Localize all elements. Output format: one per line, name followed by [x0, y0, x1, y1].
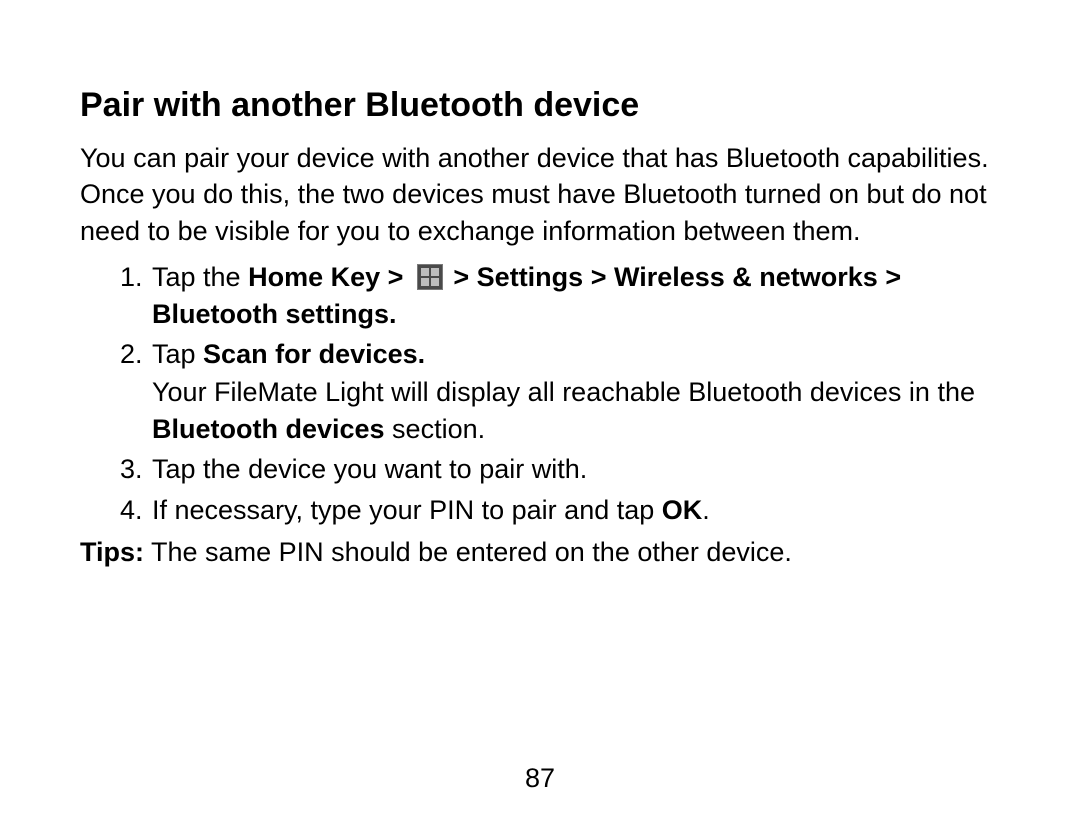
step-2-subtext: Your FileMate Light will display all rea…: [152, 374, 1005, 447]
step-4: If necessary, type your PIN to pair and …: [150, 492, 1005, 528]
step-4-bold: OK: [662, 495, 703, 525]
step-4-a: If necessary, type your PIN to pair and …: [152, 495, 662, 525]
tips-text: The same PIN should be entered on the ot…: [144, 537, 792, 567]
tips-line: Tips: The same PIN should be entered on …: [80, 534, 1005, 570]
intro-paragraph: You can pair your device with another de…: [80, 140, 1005, 249]
step-2-sub-c: section.: [385, 414, 486, 444]
manual-page: Pair with another Bluetooth device You c…: [0, 0, 1080, 822]
step-2-sub-a: Your FileMate Light will display all rea…: [152, 377, 975, 407]
step-2-sub-bold: Bluetooth devices: [152, 414, 385, 444]
step-1-prefix: Tap the: [152, 262, 248, 292]
step-1: Tap the Home Key > > Settings > Wireless…: [150, 259, 1005, 332]
apps-grid-icon: [417, 263, 443, 289]
step-2: Tap Scan for devices. Your FileMate Ligh…: [150, 336, 1005, 447]
step-3: Tap the device you want to pair with.: [150, 451, 1005, 487]
step-4-c: .: [702, 495, 710, 525]
step-2-prefix: Tap: [152, 339, 203, 369]
step-2-bold: Scan for devices.: [203, 339, 425, 369]
step-1-bold-1: Home Key >: [248, 262, 411, 292]
tips-label: Tips:: [80, 537, 144, 567]
section-title: Pair with another Bluetooth device: [80, 85, 1005, 126]
page-number: 87: [0, 763, 1080, 794]
steps-list: Tap the Home Key > > Settings > Wireless…: [80, 259, 1005, 528]
